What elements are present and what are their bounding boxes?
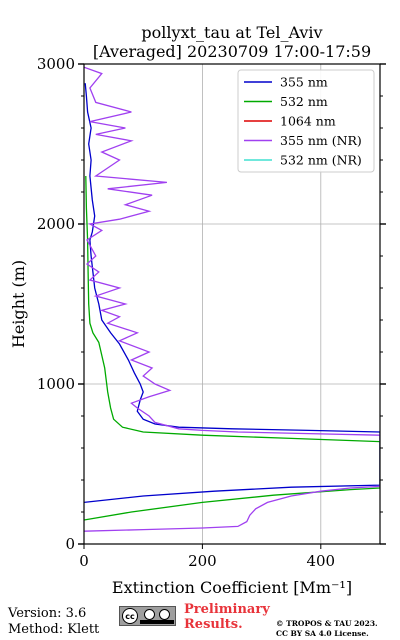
- preliminary-line2: Results.: [184, 617, 243, 632]
- cc-license-badge: cc: [119, 606, 176, 626]
- cc-icon: cc: [122, 608, 138, 624]
- y-tick-label: 3000: [37, 55, 75, 73]
- series-layer: [84, 66, 380, 532]
- series-line-355-nm-nr-: [84, 66, 380, 532]
- y-tick-label: 0: [65, 535, 75, 553]
- legend-label: 355 nm (NR): [280, 133, 362, 148]
- legend-box: [237, 69, 375, 173]
- x-axis-label: Extinction Coefficient [Mm⁻¹]: [112, 578, 352, 597]
- legend: 355 nm 532 nm 1064 nm 355 nm (NR) 532 nm (NR…: [237, 69, 375, 173]
- series-line-532-nm: [84, 175, 380, 521]
- x-tick-label: 0: [79, 552, 89, 570]
- copyright-notice: © TROPOS & TAU 2023. CC BY SA 4.0 Licens…: [276, 619, 378, 639]
- chart-title-line2: [Averaged] 20230709 17:00-17:59: [93, 42, 371, 61]
- y-tick-label: 1000: [37, 375, 75, 393]
- y-tick-label: 2000: [37, 215, 75, 233]
- chart-title-line1: pollyxt_tau at Tel_Aviv: [141, 23, 322, 42]
- method-text: Method: Klett: [8, 622, 100, 637]
- extinction-profile-chart: pollyxt_tau at Tel_Aviv [Averaged] 20230…: [9, 23, 386, 597]
- preliminary-line1: Preliminary: [184, 602, 270, 617]
- legend-label: 1064 nm: [280, 114, 336, 129]
- legend-label: 532 nm (NR): [280, 153, 362, 168]
- y-axis-label: Height (m): [9, 260, 28, 348]
- x-tick-label: 200: [188, 552, 217, 570]
- series-line-355-nm: [84, 83, 380, 504]
- preliminary-notice: Preliminary Results.: [184, 602, 270, 632]
- version-text: Version: 3.6: [8, 606, 87, 621]
- attribution-icon: [144, 609, 155, 620]
- copyright-line1: © TROPOS & TAU 2023.: [276, 619, 378, 628]
- share-alike-icon: [159, 609, 170, 620]
- copyright-line2: CC BY SA 4.0 License.: [276, 629, 369, 638]
- axis-ticks: 0 200 400 0 1000 2000 3000: [37, 55, 386, 570]
- plot-frame: [83, 63, 381, 545]
- legend-label: 355 nm: [280, 75, 328, 90]
- version-info: Version: 3.6 Method: Klett: [8, 606, 99, 638]
- license-strip: [140, 620, 174, 624]
- legend-label: 532 nm: [280, 94, 328, 109]
- x-tick-label: 400: [306, 552, 335, 570]
